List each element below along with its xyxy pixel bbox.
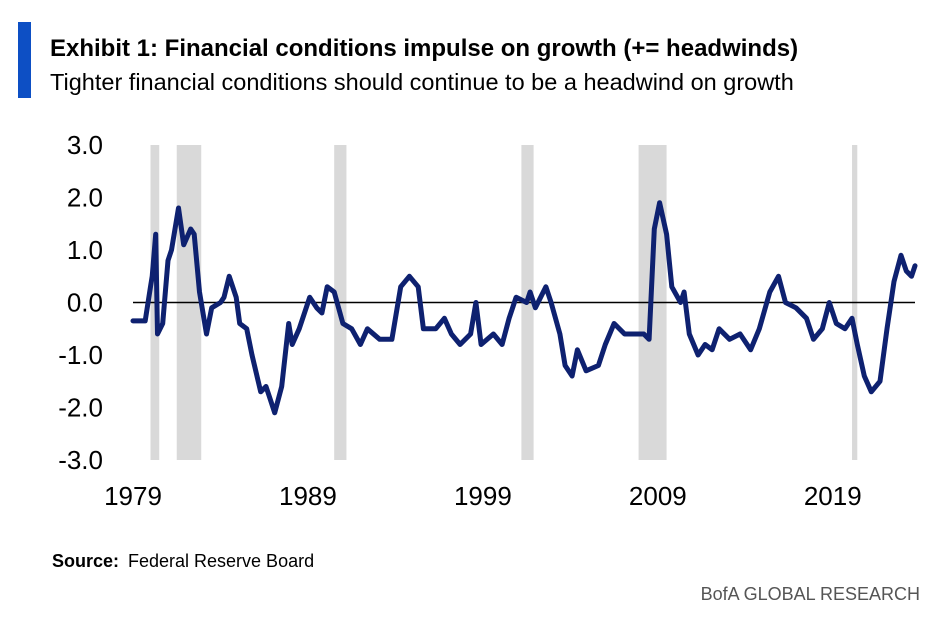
brand: BofA GLOBAL RESEARCH	[701, 584, 920, 604]
y-tick-label: 0.0	[67, 288, 103, 318]
chart-subtitle: Tighter financial conditions should cont…	[50, 69, 794, 95]
y-tick-label: 2.0	[67, 183, 103, 213]
x-tick-label: 2009	[629, 481, 687, 511]
y-tick-label: -3.0	[58, 445, 103, 475]
series-line	[130, 200, 918, 416]
y-tick-label: 1.0	[67, 235, 103, 265]
y-tick-label: 3.0	[67, 130, 103, 160]
x-tick-label: 1989	[279, 481, 337, 511]
x-tick-label: 1999	[454, 481, 512, 511]
source-label: Source:	[52, 551, 119, 571]
source: Federal Reserve Board	[128, 551, 314, 571]
y-tick-label: -2.0	[58, 393, 103, 423]
x-tick-label: 2019	[804, 481, 862, 511]
chart-title: Exhibit 1: Financial conditions impulse …	[50, 35, 798, 62]
x-tick-label: 1979	[104, 481, 162, 511]
y-tick-label: -1.0	[58, 340, 103, 370]
accent-bar	[18, 22, 31, 98]
